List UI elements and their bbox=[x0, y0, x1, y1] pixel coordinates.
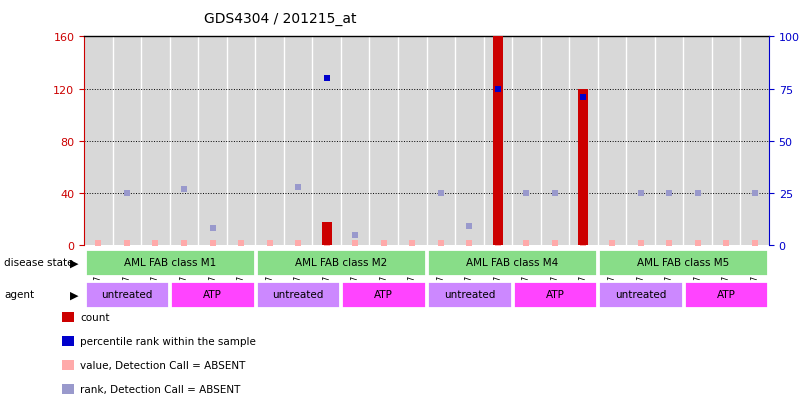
Text: rank, Detection Call = ABSENT: rank, Detection Call = ABSENT bbox=[80, 384, 240, 394]
Text: percentile rank within the sample: percentile rank within the sample bbox=[80, 336, 256, 346]
Bar bbox=[256, 249, 426, 276]
Bar bbox=[598, 281, 682, 308]
Bar bbox=[113, 37, 141, 246]
Bar bbox=[427, 249, 598, 276]
Bar bbox=[455, 37, 484, 246]
Text: untreated: untreated bbox=[615, 289, 666, 299]
Text: AML FAB class M2: AML FAB class M2 bbox=[295, 257, 387, 267]
Bar bbox=[141, 37, 170, 246]
Bar bbox=[684, 281, 768, 308]
Bar bbox=[512, 37, 541, 246]
Bar bbox=[284, 37, 312, 246]
Text: GDS4304 / 201215_at: GDS4304 / 201215_at bbox=[204, 12, 356, 26]
Bar bbox=[398, 37, 426, 246]
Bar bbox=[427, 281, 512, 308]
Bar bbox=[85, 281, 169, 308]
Bar bbox=[493, 37, 503, 246]
Bar bbox=[683, 37, 712, 246]
Bar bbox=[626, 37, 654, 246]
Text: untreated: untreated bbox=[272, 289, 324, 299]
Text: untreated: untreated bbox=[444, 289, 495, 299]
Text: ▶: ▶ bbox=[70, 258, 78, 268]
Text: untreated: untreated bbox=[101, 289, 153, 299]
Text: ATP: ATP bbox=[545, 289, 565, 299]
Text: AML FAB class M4: AML FAB class M4 bbox=[466, 257, 558, 267]
Bar bbox=[85, 249, 255, 276]
Bar bbox=[227, 37, 256, 246]
Text: ▶: ▶ bbox=[70, 290, 78, 299]
Bar bbox=[322, 222, 332, 246]
Bar bbox=[171, 281, 255, 308]
Bar bbox=[84, 37, 113, 246]
Text: ATP: ATP bbox=[203, 289, 222, 299]
Bar bbox=[570, 37, 598, 246]
Bar bbox=[199, 37, 227, 246]
Bar bbox=[369, 37, 398, 246]
Bar bbox=[513, 281, 598, 308]
Text: disease state: disease state bbox=[4, 258, 74, 268]
Bar bbox=[256, 37, 284, 246]
Bar bbox=[170, 37, 199, 246]
Text: count: count bbox=[80, 312, 110, 322]
Text: AML FAB class M5: AML FAB class M5 bbox=[638, 257, 730, 267]
Text: ATP: ATP bbox=[717, 289, 735, 299]
Text: agent: agent bbox=[4, 290, 34, 299]
Bar bbox=[541, 37, 570, 246]
Bar bbox=[654, 37, 683, 246]
Bar bbox=[598, 249, 768, 276]
Bar bbox=[740, 37, 769, 246]
Bar bbox=[312, 37, 341, 246]
Bar bbox=[256, 281, 340, 308]
Bar bbox=[426, 37, 455, 246]
Bar bbox=[341, 37, 369, 246]
Bar bbox=[712, 37, 740, 246]
Text: AML FAB class M1: AML FAB class M1 bbox=[123, 257, 215, 267]
Text: ATP: ATP bbox=[374, 289, 393, 299]
Bar bbox=[484, 37, 512, 246]
Text: value, Detection Call = ABSENT: value, Detection Call = ABSENT bbox=[80, 360, 245, 370]
Bar bbox=[578, 89, 589, 246]
Bar bbox=[598, 37, 626, 246]
Bar bbox=[341, 281, 426, 308]
